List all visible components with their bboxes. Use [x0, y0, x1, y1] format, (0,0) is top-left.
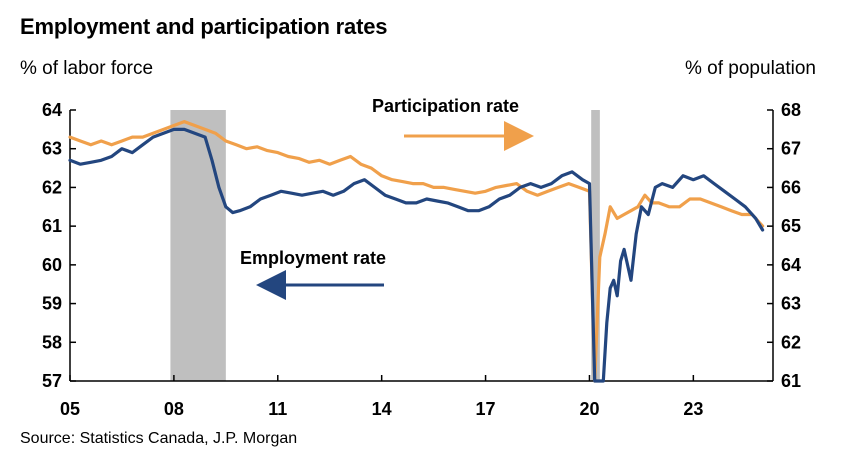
left-tick-label: 63 [42, 139, 62, 159]
right-tick-label: 67 [781, 139, 801, 159]
x-tick-label: 11 [268, 399, 287, 419]
x-tick-label: 05 [60, 399, 80, 419]
participation-rate-annotation: Participation rate [372, 96, 519, 116]
annotations-group: Participation rate Employment rate [240, 96, 534, 300]
recession-band-0 [170, 110, 226, 381]
source-note: Source: Statistics Canada, J.P. Morgan [20, 430, 298, 447]
right-tick-label: 63 [781, 294, 801, 314]
right-tick-label: 68 [781, 100, 801, 120]
right-tick-label: 64 [781, 255, 801, 275]
recession-shading-group [170, 110, 600, 381]
employment-rate-annotation: Employment rate [240, 248, 386, 268]
right-tick-label: 61 [781, 371, 801, 391]
x-tick-label: 17 [476, 399, 496, 419]
x-tick-label: 14 [372, 399, 392, 419]
left-axis-unit-label: % of labor force [20, 58, 154, 79]
right-tick-label: 62 [781, 332, 801, 352]
left-tick-label: 60 [42, 255, 62, 275]
left-tick-label: 64 [42, 100, 62, 120]
chart-title: Employment and participation rates [20, 14, 388, 39]
left-tick-label: 61 [42, 216, 62, 236]
right-tick-label: 66 [781, 177, 801, 197]
left-tick-label: 62 [42, 177, 62, 197]
axes-group: 57 58 59 60 61 62 63 64 61 62 63 64 65 66 67 68 05 08 11 14… [42, 100, 801, 419]
series-group [68, 119, 765, 383]
left-tick-label: 59 [42, 294, 62, 314]
right-tick-label: 65 [781, 216, 801, 236]
left-tick-label: 57 [42, 371, 62, 391]
right-axis-unit-label: % of population [685, 58, 816, 79]
x-tick-label: 08 [164, 399, 184, 419]
left-tick-label: 58 [42, 332, 62, 352]
x-tick-label: 23 [683, 399, 703, 419]
x-tick-label: 20 [579, 399, 599, 419]
employment-rate-line [68, 127, 765, 383]
recession-band-1 [591, 110, 600, 381]
